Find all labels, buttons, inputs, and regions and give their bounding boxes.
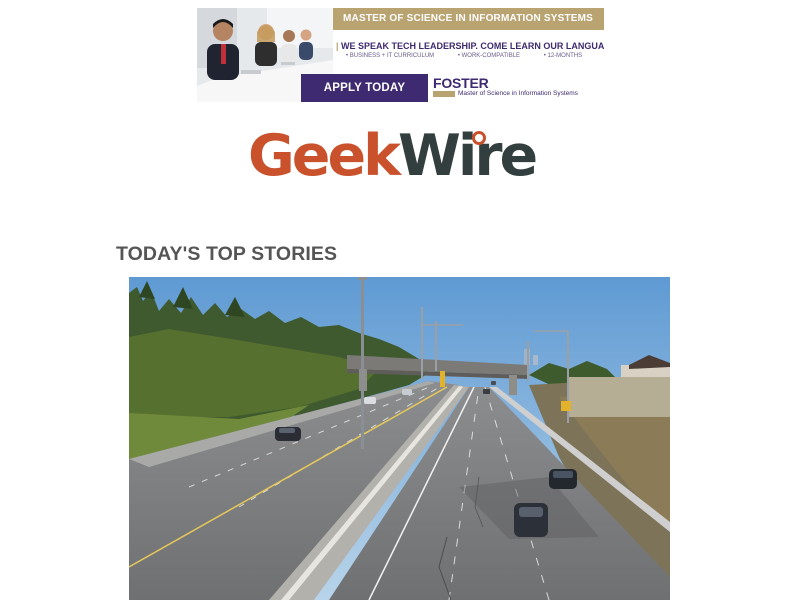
logo-part-wire: Wire xyxy=(398,123,538,189)
geekwire-logo[interactable]: GeekWire xyxy=(248,120,554,192)
ad-tagline-text: WE SPEAK TECH LEADERSHIP. COME LEARN OUR… xyxy=(341,41,604,51)
apply-today-button[interactable]: APPLY TODAY xyxy=(301,74,428,102)
logo-part-geek: Geek xyxy=(248,123,401,189)
ring-dot-icon xyxy=(472,131,486,145)
ad-points: • BUSINESS + IT CURRICULUM • WORK-COMPAT… xyxy=(346,53,596,59)
top-story-image[interactable] xyxy=(129,277,670,600)
foster-subline: Master of Science in Information Systems xyxy=(433,90,578,97)
section-title: TODAY'S TOP STORIES xyxy=(116,243,338,265)
ad-photo xyxy=(197,8,333,102)
foster-logo: FOSTER Master of Science in Information … xyxy=(433,75,578,97)
ad-banner[interactable]: MASTER OF SCIENCE IN INFORMATION SYSTEMS… xyxy=(197,8,604,102)
foster-subtitle: Master of Science in Information Systems xyxy=(458,90,578,97)
ad-point: • WORK-COMPATIBLE xyxy=(457,53,521,59)
ad-tagline: | WE SPEAK TECH LEADERSHIP. COME LEARN O… xyxy=(336,41,604,51)
foster-wordmark: FOSTER xyxy=(433,75,489,91)
ad-headline-bar: MASTER OF SCIENCE IN INFORMATION SYSTEMS xyxy=(333,8,604,30)
ad-headline: MASTER OF SCIENCE IN INFORMATION SYSTEMS xyxy=(343,13,594,24)
ad-point: • BUSINESS + IT CURRICULUM xyxy=(346,53,435,59)
ad-point: • 12-MONTHS xyxy=(543,53,583,59)
foster-gold-bar xyxy=(433,90,455,97)
